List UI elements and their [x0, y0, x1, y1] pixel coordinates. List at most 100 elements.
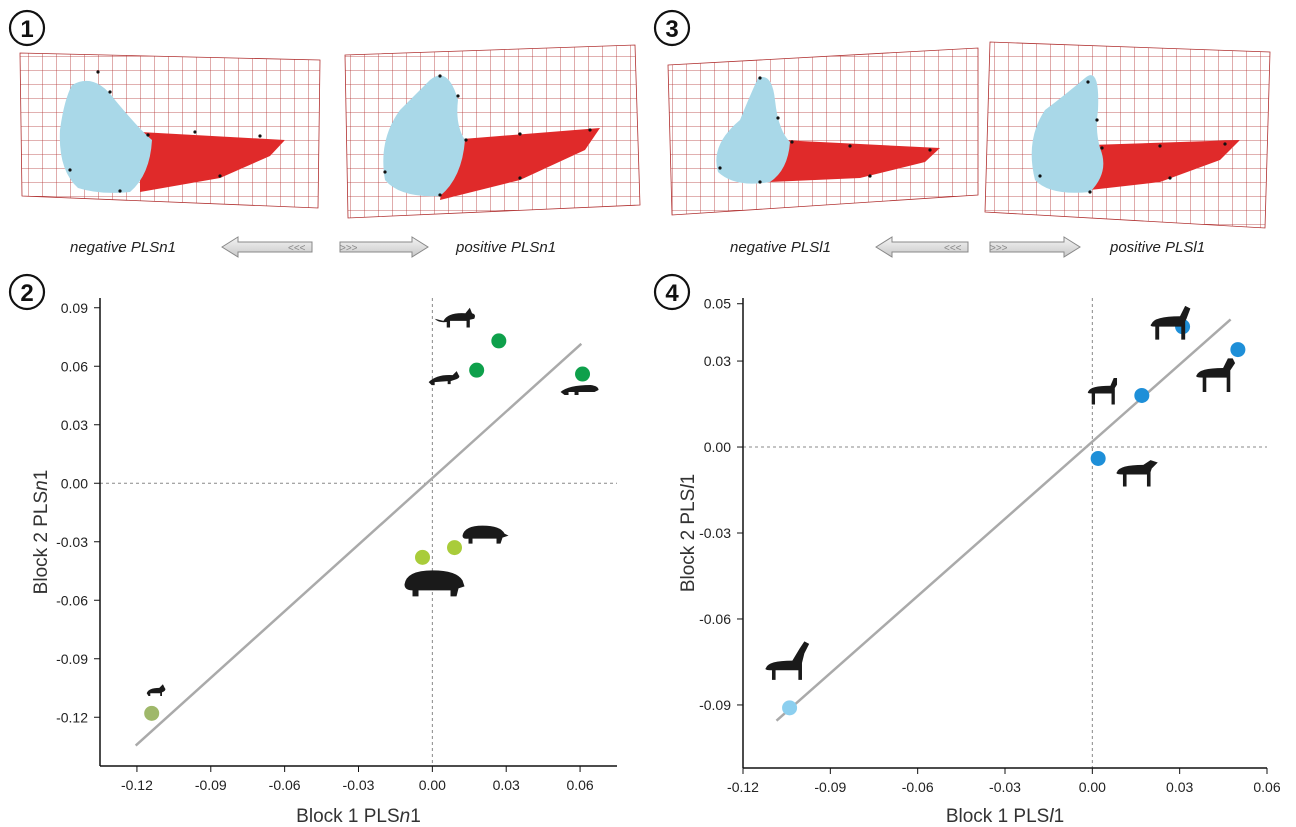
regression-line — [775, 318, 1232, 722]
zebra-icon-body — [1150, 305, 1191, 340]
negative-arrow-l1: <<< — [875, 236, 969, 258]
positive-arrow-l1: >>> — [989, 236, 1081, 258]
y-tick-label: -0.03 — [56, 534, 88, 550]
y-tick-label: -0.03 — [699, 525, 731, 541]
x-axis-title-part: n — [400, 806, 411, 827]
data-point — [447, 540, 463, 556]
x-tick-label: 0.03 — [1166, 779, 1193, 795]
small-mammal-icon — [146, 684, 166, 696]
svg-text:2: 2 — [20, 280, 33, 307]
small-mammal-icon-body — [146, 684, 166, 696]
negative-n1-label: negative PLSn1 — [70, 239, 176, 256]
x-axis-title: Block 1 PLSn1 — [296, 806, 421, 827]
y-axis-title: Block 2 PLSn1 — [31, 470, 52, 595]
weasel-icon — [428, 371, 460, 386]
positive-l1-label: positive PLSl1 — [1109, 239, 1205, 256]
svg-text:>>>: >>> — [990, 243, 1008, 254]
hippo-icon — [404, 570, 465, 597]
weasel-icon-body — [428, 371, 460, 386]
panel-number-3: 3 — [653, 9, 691, 47]
mandible-shape-negative-l1 — [667, 47, 979, 216]
y-axis-title-part: 1 — [678, 474, 699, 485]
horse-icon-body — [1116, 460, 1158, 487]
x-tick-label: 0.03 — [493, 777, 520, 793]
y-axis-title-part: 1 — [31, 470, 52, 481]
x-tick-label: -0.03 — [989, 779, 1021, 795]
data-point — [469, 362, 485, 378]
y-axis-title-part: l — [678, 484, 699, 489]
panel-number-1: 1 — [8, 9, 46, 47]
otter-icon — [560, 385, 599, 396]
data-point — [782, 700, 798, 716]
mandible-shape-negative-n1 — [19, 52, 321, 209]
y-tick-label: 0.00 — [61, 475, 88, 491]
svg-text:<<<: <<< — [944, 243, 962, 254]
antelope-icon-body — [1087, 378, 1118, 405]
scatter-plot-pls-n1: -0.12 -0.09 -0.06 -0.03 0.00 0.03 0.06 -0.12 -0.… — [31, 298, 617, 827]
data-point — [1134, 387, 1150, 403]
x-axis-title-part: 1 — [410, 806, 421, 827]
otter-icon-body — [560, 385, 599, 396]
svg-text:1: 1 — [20, 16, 33, 43]
positive-n1-label: positive PLSn1 — [455, 239, 556, 256]
panel-number-4: 4 — [653, 273, 691, 311]
y-tick-label: 0.03 — [61, 417, 88, 433]
y-tick-label: 0.05 — [704, 296, 731, 312]
hippo-icon-body — [404, 570, 465, 597]
data-point — [575, 366, 591, 382]
x-tick-label: -0.09 — [814, 779, 846, 795]
deer-icon-body — [1196, 358, 1236, 392]
x-axis-title-part: l — [1049, 806, 1054, 827]
y-tick-label: -0.12 — [56, 709, 88, 725]
x-tick-label: 0.00 — [419, 777, 446, 793]
positive-arrow: >>> — [339, 236, 429, 258]
zebra-icon — [1150, 305, 1191, 340]
x-tick-label: 0.06 — [1253, 779, 1280, 795]
x-tick-label: -0.06 — [269, 777, 301, 793]
svg-text:<<<: <<< — [288, 243, 306, 254]
x-tick-label: -0.06 — [902, 779, 934, 795]
svg-text:3: 3 — [665, 16, 678, 43]
y-axis-title-part: Block 2 PLS — [678, 489, 699, 593]
y-tick-label: 0.06 — [61, 358, 88, 374]
x-axis-title-part: 1 — [1054, 806, 1065, 827]
deer-icon — [1196, 358, 1236, 392]
tapir-icon-body — [462, 525, 509, 544]
data-point — [144, 705, 160, 721]
y-tick-label: -0.06 — [56, 592, 88, 608]
antelope-icon — [1087, 378, 1118, 405]
horse-icon — [1116, 460, 1158, 487]
y-tick-label: 0.09 — [61, 300, 88, 316]
svg-text:4: 4 — [665, 280, 679, 307]
data-point — [415, 549, 431, 565]
mandible-shape-positive-n1 — [344, 44, 641, 219]
x-tick-label: -0.12 — [727, 779, 759, 795]
data-point — [491, 333, 507, 349]
y-axis-title-part: n — [31, 480, 52, 491]
y-tick-label: 0.03 — [704, 353, 731, 369]
y-tick-label: -0.09 — [56, 651, 88, 667]
data-point — [1090, 450, 1106, 466]
guanaco-icon-body — [765, 641, 810, 680]
y-axis-title: Block 2 PLSl1 — [678, 474, 699, 592]
x-axis-title: Block 1 PLSl1 — [946, 806, 1064, 827]
x-tick-label: 0.06 — [566, 777, 593, 793]
y-tick-label: 0.00 — [704, 439, 731, 455]
x-axis-title-part: Block 1 PLS — [946, 806, 1050, 827]
panel-number-2: 2 — [8, 273, 46, 311]
x-axis-title-part: Block 1 PLS — [296, 806, 400, 827]
svg-text:>>>: >>> — [340, 243, 358, 254]
x-tick-label: 0.00 — [1079, 779, 1106, 795]
y-tick-label: -0.06 — [699, 611, 731, 627]
negative-l1-label: negative PLSl1 — [730, 239, 831, 256]
guanaco-icon — [765, 641, 810, 680]
regression-line — [134, 342, 583, 747]
mandible-shape-positive-l1 — [984, 41, 1271, 229]
x-tick-label: -0.09 — [195, 777, 227, 793]
fox-icon — [434, 307, 475, 328]
negative-arrow: <<< — [221, 236, 313, 258]
y-axis-title-part: Block 2 PLS — [31, 491, 52, 595]
x-tick-label: -0.12 — [121, 777, 153, 793]
y-tick-label: -0.09 — [699, 697, 731, 713]
